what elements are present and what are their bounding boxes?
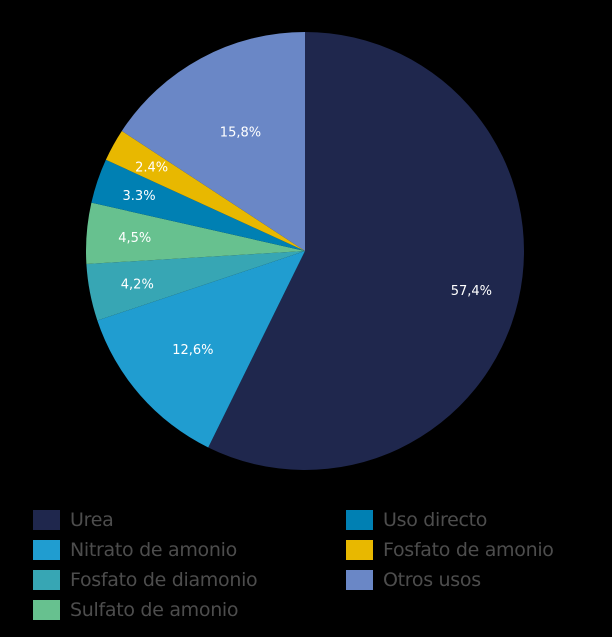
legend-label: Otros usos (383, 569, 481, 591)
pie-chart: 57,4% 12,6% 4,2% 4,5% 3.3% 2.4% 15,8% (86, 31, 525, 470)
legend-label: Sulfato de amonio (70, 599, 239, 621)
legend-swatch (33, 600, 60, 620)
legend-item-sulfato-de-amonio: Sulfato de amonio (33, 598, 239, 622)
slice-value-label: 4,2% (121, 277, 154, 292)
legend-swatch (346, 510, 373, 530)
legend-item-urea: Urea (33, 508, 114, 532)
slice-value-label: 57,4% (451, 284, 492, 299)
slice-value-label: 15,8% (220, 126, 261, 141)
slice-value-label: 4,5% (118, 231, 151, 246)
legend-swatch (33, 540, 60, 560)
legend-label: Nitrato de amonio (70, 539, 237, 561)
pie-slice-fosfato-de-amonio (105, 130, 306, 251)
legend-item-otros-usos: Otros usos (346, 568, 481, 592)
legend-item-fosfato-de-amonio: Fosfato de amonio (346, 538, 554, 562)
legend-swatch (33, 510, 60, 530)
slice-value-label: 12,6% (172, 343, 213, 358)
pie-slice-uso-directo (91, 159, 305, 251)
pie-slice-otros-usos (121, 31, 305, 251)
slice-value-label: 2.4% (135, 160, 168, 175)
legend-label: Uso directo (383, 509, 488, 531)
legend-label: Urea (70, 509, 114, 531)
pie-slice-urea (208, 32, 525, 470)
legend-swatch (346, 570, 373, 590)
legend-swatch (33, 570, 60, 590)
pie-slice-sulfato-de-amonio (86, 202, 305, 265)
slice-value-label: 3.3% (123, 189, 156, 204)
legend-item-uso-directo: Uso directo (346, 508, 487, 532)
pie-slice-nitrato-de-amonio (97, 251, 306, 448)
legend-swatch (346, 540, 373, 560)
legend-label: Fosfato de amonio (383, 539, 554, 561)
legend-item-nitrato-de-amonio: Nitrato de amonio (33, 538, 237, 562)
pie-slice-fosfato-de-diamonio (86, 251, 305, 321)
legend-label: Fosfato de diamonio (70, 569, 258, 591)
legend-item-fosfato-de-diamonio: Fosfato de diamonio (33, 568, 258, 592)
